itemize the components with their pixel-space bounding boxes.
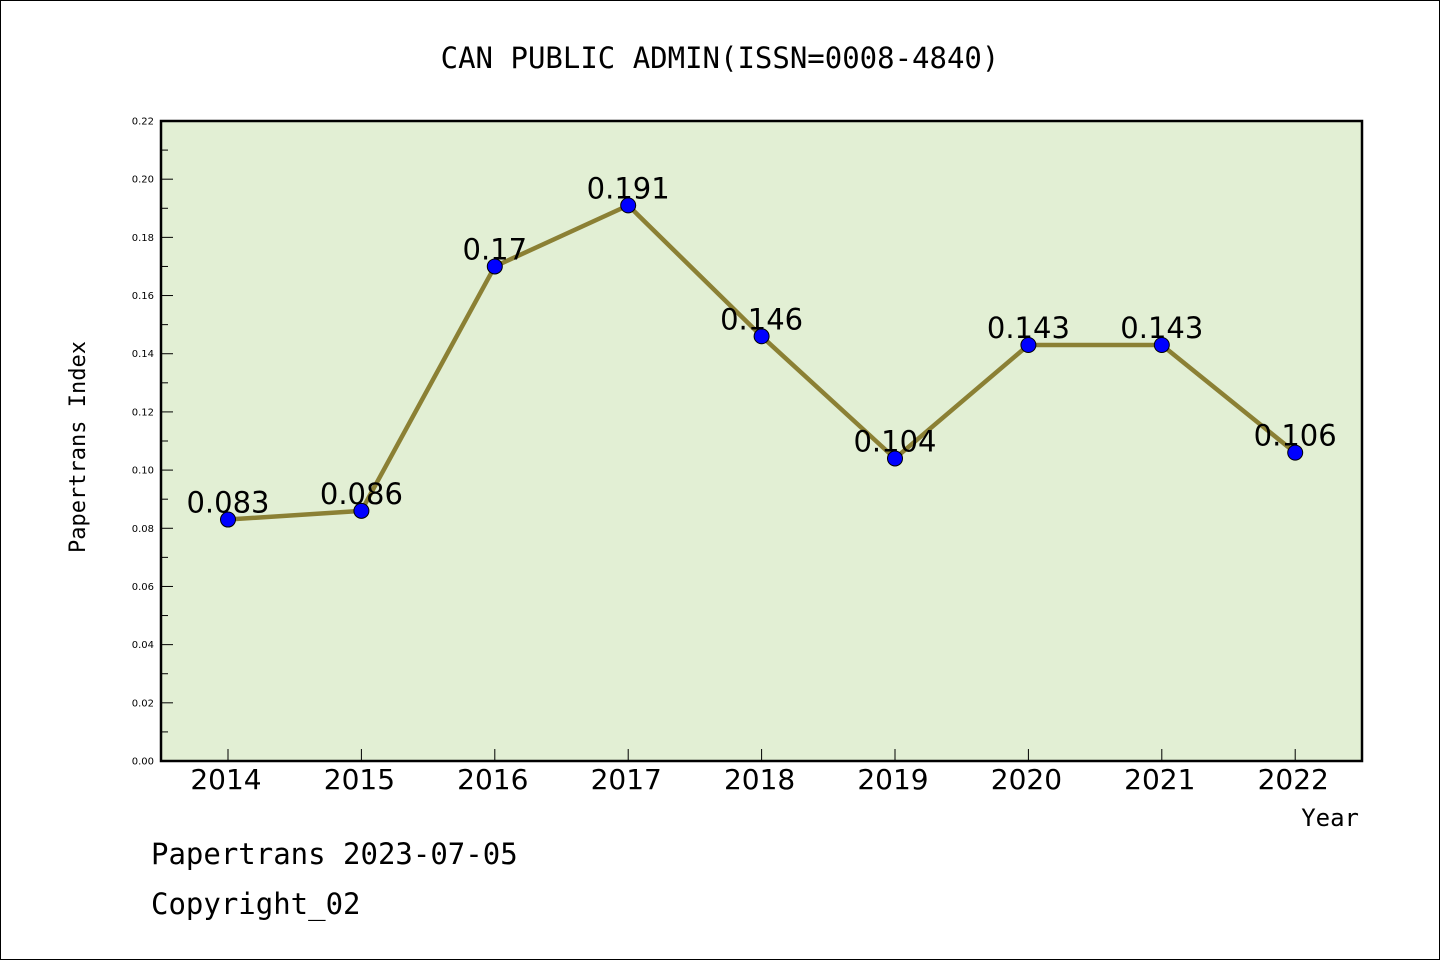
- data-label: 0.083: [186, 486, 269, 520]
- data-point: [1153, 337, 1170, 353]
- x-tick-label: 2021: [1124, 763, 1195, 796]
- y-tick-label: 0.02: [132, 698, 154, 709]
- data-point: [1287, 444, 1304, 461]
- y-tick-label: 0.00: [132, 757, 154, 768]
- data-point: [753, 328, 770, 345]
- y-axis-ticks: 0.00 0.02 0.04 0.06 0.08 0.10 0.12 0.14 0.16 0.18…: [132, 117, 173, 768]
- data-label: 0.104: [853, 424, 936, 458]
- data-label: 0.143: [987, 311, 1070, 345]
- data-labels: 0.083 0.086 0.17 0.191 0.146 0.104 0.143 0.143 0…: [186, 171, 1336, 519]
- y-tick-label: 0.18: [132, 233, 154, 244]
- x-tick-label: 2015: [324, 763, 395, 796]
- data-point: [220, 511, 236, 528]
- plot-border: [159, 119, 1364, 763]
- y-tick-label: 0.04: [132, 640, 154, 651]
- data-label: 0.191: [587, 171, 670, 205]
- x-tick-label: 2020: [991, 763, 1062, 796]
- y-tick-label: 0.20: [132, 175, 154, 186]
- series-points: [220, 197, 1304, 528]
- x-tick-label: 2022: [1258, 763, 1329, 796]
- data-label: 0.086: [320, 477, 403, 511]
- footer-date: Papertrans 2023-07-05: [151, 837, 518, 871]
- data-point: [887, 450, 903, 467]
- data-label: 0.146: [720, 302, 803, 336]
- x-tick-label: 2019: [857, 763, 928, 796]
- y-tick-label: 0.22: [132, 117, 154, 128]
- x-tick-label: 2018: [724, 763, 795, 796]
- data-label: 0.17: [463, 232, 528, 266]
- y-tick-label: 0.16: [132, 291, 154, 302]
- data-point: [1020, 337, 1037, 353]
- x-tick-label: 2014: [190, 763, 261, 796]
- data-label: 0.143: [1120, 311, 1203, 345]
- y-tick-label: 0.10: [132, 466, 154, 477]
- x-tick-label: 2017: [591, 763, 662, 796]
- plot-area: [161, 121, 1362, 761]
- data-point: [620, 197, 637, 214]
- chart-title: CAN PUBLIC ADMIN(ISSN=0008-4840): [441, 41, 1000, 75]
- data-label: 0.106: [1254, 419, 1337, 453]
- data-point: [353, 502, 370, 519]
- data-point: [486, 258, 503, 275]
- y-tick-label: 0.14: [132, 349, 154, 360]
- y-tick-label: 0.08: [132, 524, 154, 535]
- x-axis-label: Year: [1301, 804, 1359, 832]
- y-tick-label: 0.12: [132, 407, 154, 418]
- x-axis-ticks: 2014 2015 2016 2017 2018 2019 2020 2021 2022: [190, 749, 1329, 796]
- y-tick-label: 0.06: [132, 582, 154, 593]
- footer-copyright: Copyright_02: [151, 887, 361, 922]
- y-axis-label: Papertrans Index: [66, 341, 91, 553]
- x-tick-label: 2016: [457, 763, 528, 796]
